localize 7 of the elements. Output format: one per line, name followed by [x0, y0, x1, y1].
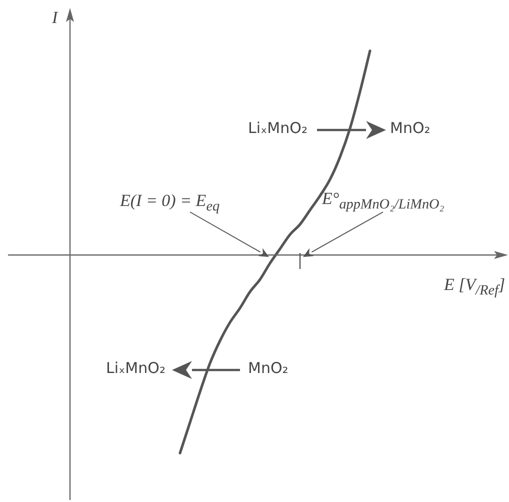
y-axis-title: I [52, 8, 58, 27]
annotation: LiₓMnO₂ [106, 359, 166, 377]
annotation: MnO₂ [390, 119, 430, 137]
annotation: MnO₂ [248, 359, 288, 377]
annotation: E(I = 0) = E$_{eq}$ [120, 191, 220, 214]
x-axis-title: E [V$_{/Ref}$] [444, 275, 506, 298]
annotation: LiₓMnO₂ [248, 119, 308, 137]
